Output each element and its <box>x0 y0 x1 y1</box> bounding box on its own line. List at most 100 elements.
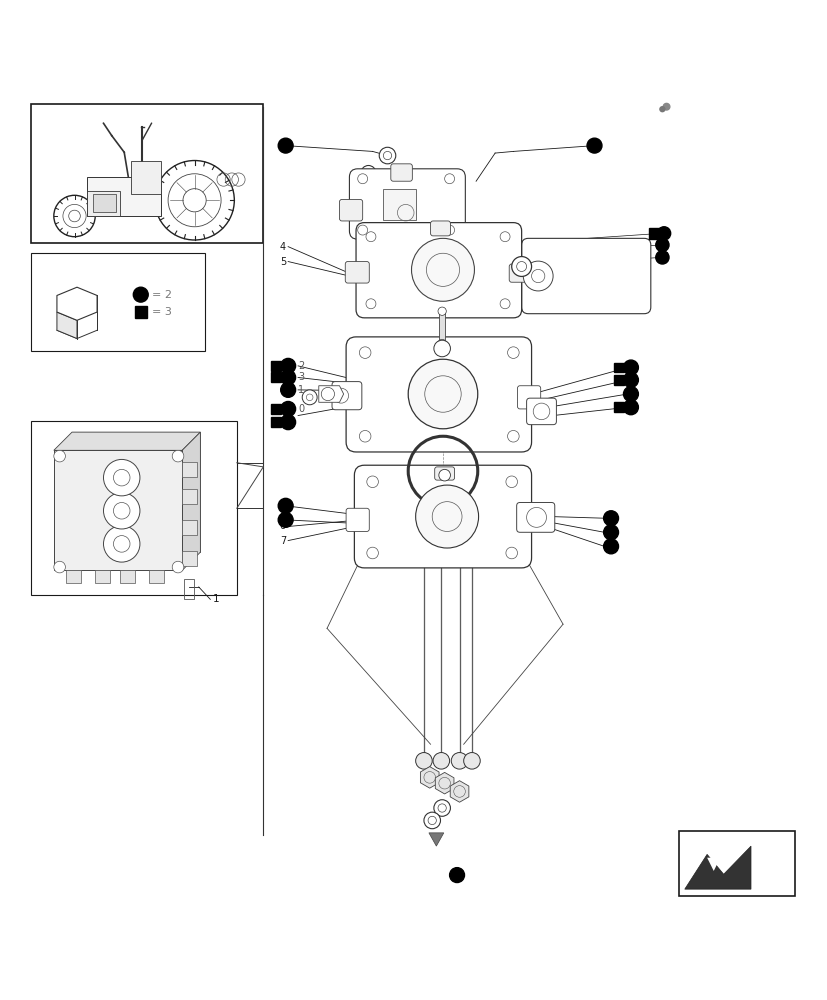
Circle shape <box>357 225 367 235</box>
Bar <box>120 570 135 583</box>
Circle shape <box>655 251 668 264</box>
Circle shape <box>623 360 638 375</box>
Circle shape <box>507 347 519 358</box>
Circle shape <box>623 387 638 401</box>
Circle shape <box>523 261 552 291</box>
Text: 1: 1 <box>213 594 219 604</box>
Circle shape <box>302 390 317 405</box>
Circle shape <box>659 107 664 112</box>
Circle shape <box>603 511 618 526</box>
Bar <box>31 253 205 351</box>
FancyBboxPatch shape <box>390 164 412 181</box>
Circle shape <box>415 753 432 769</box>
Circle shape <box>280 382 295 397</box>
Circle shape <box>511 257 531 276</box>
Bar <box>182 520 197 535</box>
Circle shape <box>423 812 440 829</box>
Circle shape <box>393 165 409 181</box>
Circle shape <box>437 307 446 315</box>
FancyBboxPatch shape <box>517 386 540 409</box>
Bar <box>270 417 280 427</box>
Bar <box>95 570 110 583</box>
Circle shape <box>449 868 464 883</box>
Bar <box>184 579 194 599</box>
Text: 8: 8 <box>662 240 667 250</box>
Polygon shape <box>57 287 97 320</box>
FancyBboxPatch shape <box>430 221 450 236</box>
Text: 1: 1 <box>298 385 304 395</box>
Bar <box>270 361 280 371</box>
Circle shape <box>623 372 638 387</box>
Polygon shape <box>87 177 161 216</box>
Circle shape <box>280 415 295 430</box>
Circle shape <box>500 232 509 242</box>
Polygon shape <box>420 767 438 788</box>
Bar <box>149 570 164 583</box>
Circle shape <box>507 430 519 442</box>
Circle shape <box>463 753 480 769</box>
Polygon shape <box>87 191 120 216</box>
Circle shape <box>505 476 517 488</box>
Circle shape <box>280 358 295 373</box>
Polygon shape <box>131 161 161 194</box>
Circle shape <box>451 753 467 769</box>
FancyBboxPatch shape <box>521 238 650 314</box>
Circle shape <box>172 561 184 573</box>
Circle shape <box>444 174 454 184</box>
Circle shape <box>359 430 370 442</box>
FancyBboxPatch shape <box>339 199 362 221</box>
Polygon shape <box>318 386 343 402</box>
Circle shape <box>437 339 447 349</box>
Bar <box>134 306 147 318</box>
Text: 0: 0 <box>298 404 304 414</box>
Circle shape <box>103 493 140 529</box>
Circle shape <box>408 359 477 429</box>
Text: 7: 7 <box>280 536 286 546</box>
Circle shape <box>54 450 65 462</box>
Text: 3: 3 <box>298 372 304 382</box>
Circle shape <box>278 512 293 527</box>
Bar <box>382 189 415 220</box>
Circle shape <box>655 238 668 252</box>
Circle shape <box>361 165 375 180</box>
Circle shape <box>415 485 478 548</box>
Circle shape <box>586 138 601 153</box>
Text: 6: 6 <box>280 521 285 531</box>
FancyBboxPatch shape <box>346 508 369 531</box>
Circle shape <box>438 469 450 481</box>
Text: KIT: KIT <box>70 293 84 302</box>
FancyBboxPatch shape <box>509 264 528 282</box>
Bar <box>614 363 624 372</box>
Circle shape <box>280 401 295 416</box>
Circle shape <box>366 547 378 559</box>
Circle shape <box>623 400 638 415</box>
Circle shape <box>603 539 618 554</box>
Text: 9: 9 <box>662 228 667 238</box>
Polygon shape <box>435 772 453 794</box>
Circle shape <box>54 561 65 573</box>
Bar <box>182 551 197 566</box>
Circle shape <box>278 138 293 153</box>
Circle shape <box>357 174 367 184</box>
Bar <box>182 462 197 477</box>
Circle shape <box>133 287 148 302</box>
Text: 6: 6 <box>662 252 667 262</box>
Circle shape <box>379 147 395 164</box>
Text: 2: 2 <box>298 361 304 371</box>
FancyBboxPatch shape <box>434 467 454 480</box>
Bar <box>614 375 624 385</box>
Text: 4: 4 <box>280 242 285 252</box>
Circle shape <box>433 340 450 357</box>
Circle shape <box>433 753 449 769</box>
FancyBboxPatch shape <box>526 398 556 425</box>
Circle shape <box>280 370 295 385</box>
Text: = 2: = 2 <box>152 290 172 300</box>
FancyBboxPatch shape <box>516 502 554 532</box>
Bar <box>31 104 263 243</box>
Polygon shape <box>428 833 443 846</box>
FancyBboxPatch shape <box>332 382 361 410</box>
Bar <box>270 404 280 414</box>
Circle shape <box>366 299 375 309</box>
Circle shape <box>603 525 618 540</box>
Polygon shape <box>450 781 468 802</box>
